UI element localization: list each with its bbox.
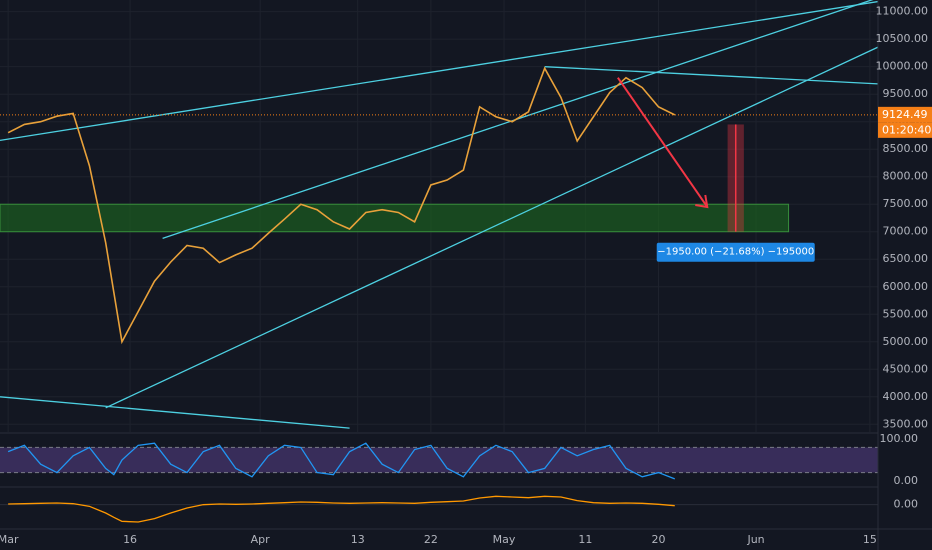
rsi-tick-label: 100.00 <box>880 432 919 445</box>
trendline <box>162 0 874 239</box>
y-tick-label: 7000.00 <box>883 225 929 238</box>
x-tick-label: 11 <box>578 533 592 546</box>
trendline <box>544 66 878 85</box>
y-tick-label: 4500.00 <box>883 362 929 375</box>
x-tick-label: Mar <box>0 533 19 546</box>
x-tick-label: 13 <box>351 533 365 546</box>
y-tick-label: 10000.00 <box>876 60 929 73</box>
y-tick-label: 3500.00 <box>883 417 929 430</box>
y-tick-label: 8000.00 <box>883 170 929 183</box>
support-zone <box>0 203 790 233</box>
rsi-tick-label: 0.00 <box>894 474 919 487</box>
trendline <box>0 396 350 429</box>
rsi-band <box>0 447 878 473</box>
countdown-badge <box>878 122 932 138</box>
measure-label: −1950.00 (−21.68%) −195000 <box>657 247 814 258</box>
arrow-head <box>695 194 709 209</box>
x-tick-label: Apr <box>251 533 271 546</box>
measure-label-box <box>656 242 815 262</box>
x-tick-label: 20 <box>652 533 666 546</box>
x-tick-label: 15 <box>863 533 877 546</box>
trendline <box>105 46 878 409</box>
y-tick-label: 11000.00 <box>876 5 929 18</box>
macd-line <box>8 495 675 523</box>
trendline <box>0 0 878 142</box>
y-tick-label: 7500.00 <box>883 197 929 210</box>
y-tick-label: 6000.00 <box>883 280 929 293</box>
y-tick-label: 9500.00 <box>883 87 929 100</box>
price-line <box>7 66 676 345</box>
last-price-badge <box>878 106 932 123</box>
forecast-arrow <box>617 77 709 208</box>
price-pane <box>0 0 878 432</box>
last-price-label: 9124.49 <box>882 108 928 121</box>
x-tick-label: 22 <box>424 533 438 546</box>
y-tick-label: 5500.00 <box>883 307 929 320</box>
y-tick-label: 5000.00 <box>883 335 929 348</box>
y-tick-label: 10500.00 <box>876 32 929 45</box>
rsi-line <box>7 442 675 480</box>
overlay: −1950.00 (−21.68%) −195000 <box>0 77 878 523</box>
y-tick-label: 6500.00 <box>883 252 929 265</box>
x-tick-label: May <box>493 533 516 546</box>
x-tick-label: 16 <box>123 533 137 546</box>
x-tick-label: Jun <box>746 533 764 546</box>
countdown-label: 01:20:40 <box>882 123 931 136</box>
y-tick-label: 8500.00 <box>883 142 929 155</box>
y-tick-label: 4000.00 <box>883 390 929 403</box>
macd-tick-label: 0.00 <box>894 498 919 511</box>
